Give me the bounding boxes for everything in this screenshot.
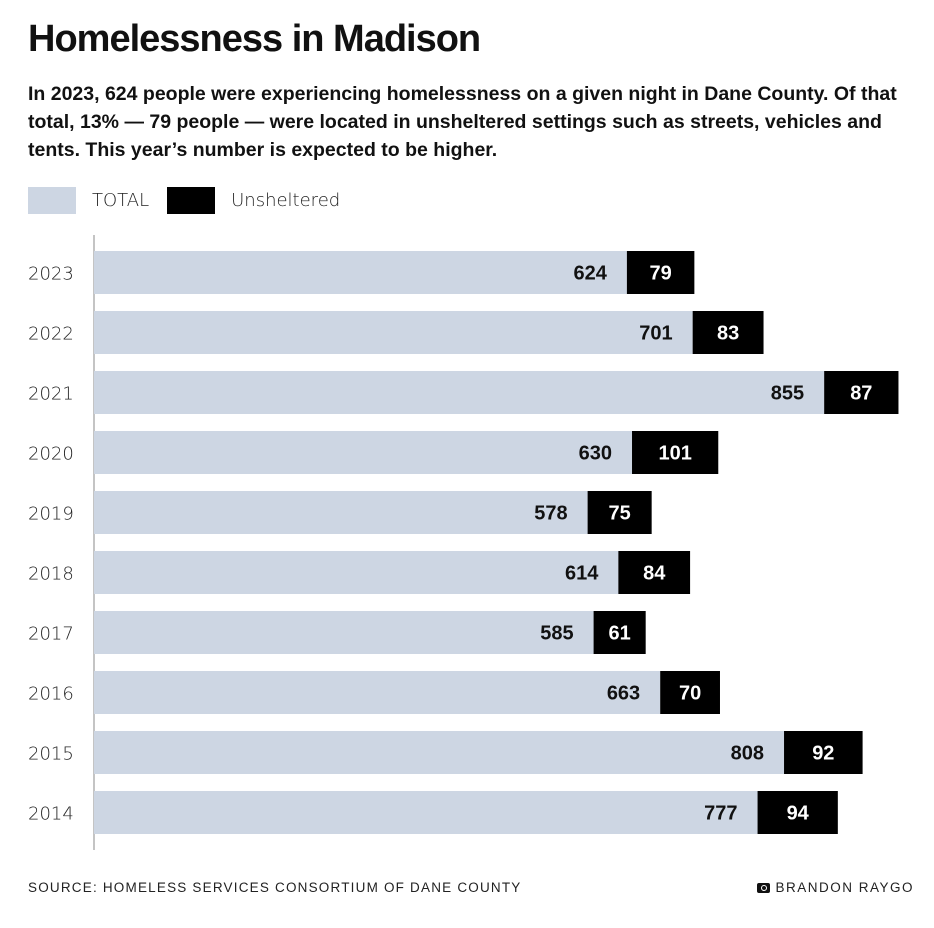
unsheltered-value-label: 87 [850,383,872,405]
bar-total [94,731,785,774]
total-value-label: 585 [540,623,573,645]
bar-total [94,671,661,714]
credit-name: BRANDON RAYGO [775,880,914,895]
unsheltered-value-label: 84 [643,563,666,585]
credit: BRANDON RAYGO [757,880,914,895]
legend-swatch-total [28,187,76,214]
bar-total [94,611,594,654]
bar-unsheltered [593,611,646,654]
unsheltered-value-label: 79 [650,263,672,285]
source-note: SOURCE: HOMELESS SERVICES CONSORTIUM OF … [28,880,522,895]
bar-chart: 2023 624 79 2022 701 83 2021 855 87 2020 630 101 201… [28,235,899,850]
bar-total [94,491,588,534]
bar-total [94,311,693,354]
unsheltered-value-label: 92 [812,743,834,765]
year-label: 2017 [28,624,74,645]
unsheltered-value-label: 94 [787,803,810,825]
total-value-label: 630 [579,443,612,465]
total-value-label: 855 [771,383,804,405]
year-label: 2015 [28,744,74,765]
chart-title: Homelessness in Madison [28,18,481,60]
year-label: 2021 [28,384,74,405]
bar-total [94,551,619,594]
chart-subtitle: In 2023, 624 people were experiencing ho… [28,83,897,161]
bar-total [94,431,633,474]
bar-unsheltered [757,791,838,834]
unsheltered-value-label: 61 [609,623,631,645]
bar-unsheltered [618,551,691,594]
bar-total [94,791,758,834]
year-label: 2023 [28,264,74,285]
unsheltered-value-label: 101 [658,443,691,465]
total-value-label: 701 [639,323,672,345]
bar-unsheltered [784,731,863,774]
total-value-label: 624 [574,263,608,285]
year-label: 2018 [28,564,74,585]
total-value-label: 663 [607,683,640,705]
year-label: 2019 [28,504,74,525]
bar-total [94,251,627,294]
legend: TOTAL Unsheltered [28,187,358,214]
total-value-label: 808 [731,743,764,765]
bar-unsheltered [824,371,899,414]
unsheltered-value-label: 70 [679,683,701,705]
bar-unsheltered [626,251,695,294]
year-label: 2014 [28,804,74,825]
total-value-label: 777 [704,803,737,825]
year-label: 2016 [28,684,74,705]
legend-label-total: TOTAL [92,190,150,211]
total-value-label: 578 [534,503,567,525]
camera-icon [757,882,771,893]
legend-label-unsheltered: Unsheltered [231,190,341,211]
bar-unsheltered [632,431,719,474]
year-label: 2020 [28,444,74,465]
total-value-label: 614 [565,563,599,585]
bar-unsheltered [660,671,720,714]
legend-swatch-unsheltered [167,187,216,214]
bar-unsheltered [587,491,652,534]
unsheltered-value-label: 75 [609,503,631,525]
year-label: 2022 [28,324,74,345]
bar-unsheltered [692,311,764,354]
unsheltered-value-label: 83 [717,323,739,345]
bar-total [94,371,825,414]
